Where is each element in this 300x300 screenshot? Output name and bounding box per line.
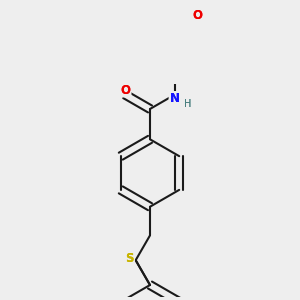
- Text: N: N: [170, 92, 180, 105]
- Text: O: O: [120, 84, 130, 97]
- Text: O: O: [193, 9, 202, 22]
- Text: O: O: [120, 84, 131, 97]
- Text: S: S: [125, 252, 134, 265]
- Text: O: O: [120, 84, 130, 97]
- Text: H: H: [184, 98, 191, 109]
- Text: N: N: [169, 92, 180, 105]
- Text: O: O: [192, 9, 203, 22]
- Text: O: O: [193, 9, 202, 22]
- Text: S: S: [125, 252, 134, 265]
- Text: S: S: [124, 252, 134, 265]
- Text: H: H: [184, 98, 191, 109]
- Text: N: N: [170, 92, 180, 105]
